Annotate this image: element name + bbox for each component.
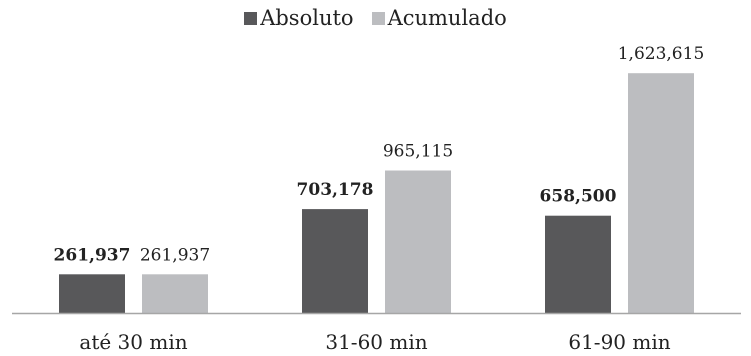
bar-acumulado-3[interactable] (628, 73, 694, 313)
chart-legend: Absoluto Acumulado (0, 6, 751, 30)
bar-absoluto-3[interactable] (545, 215, 611, 313)
data-label-acumulado-3: 1,623,615 (618, 44, 705, 64)
x-tick-label-1: até 30 min (79, 330, 187, 354)
bar-absoluto-2[interactable] (302, 209, 368, 313)
legend-swatch-absoluto (244, 11, 258, 25)
data-label-absoluto-2: 703,178 (297, 180, 374, 200)
legend-item-acumulado[interactable]: Acumulado (371, 6, 507, 30)
legend-swatch-acumulado (371, 11, 385, 25)
legend-label-absoluto: Absoluto (260, 6, 354, 30)
x-tick-label-2: 31-60 min (325, 330, 427, 354)
legend-item-absoluto[interactable]: Absoluto (244, 6, 354, 30)
bar-absoluto-1[interactable] (59, 274, 125, 313)
bar-acumulado-1[interactable] (142, 274, 208, 313)
data-label-acumulado-1: 261,937 (140, 245, 210, 265)
data-label-absoluto-3: 658,500 (540, 187, 617, 207)
bar-acumulado-2[interactable] (385, 170, 451, 314)
x-tick-label-3: 61-90 min (568, 330, 670, 354)
legend-label-acumulado: Acumulado (387, 6, 507, 30)
data-label-absoluto-1: 261,937 (54, 245, 131, 265)
data-label-acumulado-2: 965,115 (383, 142, 453, 162)
